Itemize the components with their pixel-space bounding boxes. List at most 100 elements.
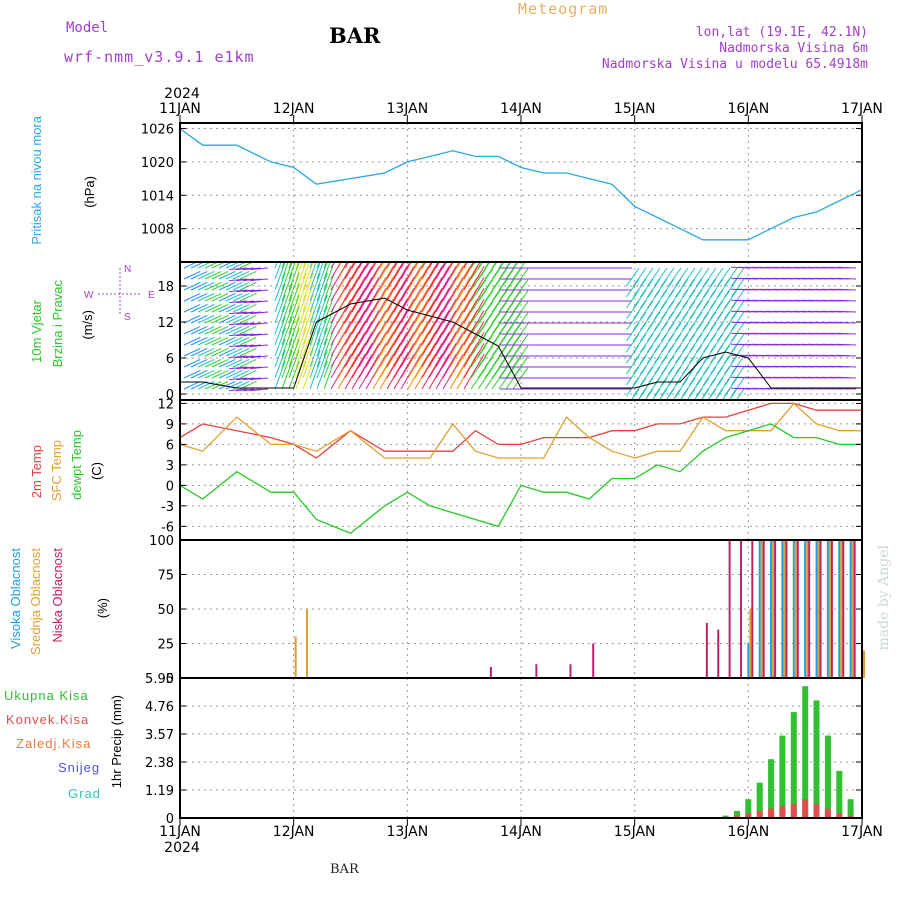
wind-arrow [274,327,286,357]
temp-ylabel-2: SFC Temp [49,440,64,502]
wind-arrow [225,303,243,313]
wind-arrow [716,344,731,364]
wind-arrow [302,262,310,280]
wind-arrow [421,262,433,280]
wind-arrow [428,343,450,379]
wind-arrow [681,377,696,397]
y-tick-label: 12 [157,316,174,331]
wind-arrow [323,262,335,291]
wind-arrow [323,360,335,390]
wind-arrow [421,310,443,346]
wind-arrow [653,333,668,353]
wind-arrow [393,266,415,302]
wind-arrow [239,347,257,357]
precip-bar [847,815,854,818]
wind-arrow [183,336,201,346]
wind-arrow [232,281,250,291]
wind-arrow [463,277,485,313]
wind-arrow [435,277,457,313]
wind-arrow [309,272,321,302]
wind-arrow [484,356,501,379]
wind-arrow [653,322,668,342]
wind-arrow [625,311,640,331]
wind-arrow [639,333,654,353]
y-tick-label: 1026 [141,123,174,138]
wind-arrow [688,289,703,309]
wind-arrow [414,321,436,357]
panel-frame [179,399,863,541]
wind-arrow [323,316,335,346]
legend-total-rain: Ukupna Kisa [4,688,89,703]
wind-arrow [225,347,243,357]
wind-arrow [295,338,307,368]
wind-arrow [250,289,269,293]
wind-arrow [379,262,391,280]
wind-arrow [309,283,321,313]
wind-arrow [695,377,710,397]
wind-arrow [190,314,208,324]
wind-arrow [456,354,478,390]
wind-arrow [716,333,731,353]
wind-arrow [428,299,450,335]
wind-arrow [372,262,390,291]
wind-arrow [435,343,457,379]
wind-arrow [688,344,703,364]
wind-arrow [295,349,307,379]
wind-arrow [681,355,696,375]
wind-arrow [236,377,255,381]
wind-arrow [229,377,248,381]
wind-arrow [470,262,484,280]
wind-arrow [330,262,348,291]
wind-arrow [625,344,640,364]
y-tick-label: 6 [166,352,174,367]
wind-arrow [693,388,703,400]
wind-arrow [183,314,201,324]
wind-arrow [491,279,508,302]
wind-arrow [681,289,696,309]
wind-arrow [716,289,731,309]
wind-arrow [337,321,359,357]
wind-arrow [428,277,450,313]
wind-arrow [730,366,745,386]
wind-arrow [484,279,501,302]
wind-arrow [211,262,227,269]
wind-arrow [323,338,335,368]
y-tick-label: 0 [166,672,174,687]
wind-arrow [716,300,731,320]
wind-arrow [709,289,724,309]
wind-arrow [632,366,647,386]
y-tick-label: -3 [161,500,174,515]
wind-arrow [442,321,464,357]
wind-arrow [835,343,857,346]
wind-compass-icon [98,268,142,316]
wind-arrow [295,316,307,346]
wind-arrow [456,343,478,379]
precip-bar [768,808,775,818]
wind-arrow [302,294,314,324]
wind-arrow [218,314,236,324]
precip-bar [734,815,740,818]
wind-arrow [250,344,269,348]
wind-unit: (m/s) [80,310,95,340]
wind-arrow [407,354,429,390]
precip-bar [836,770,843,818]
wind-arrow [323,272,335,302]
wind-arrow [351,354,373,390]
wind-arrow [707,388,717,400]
wind-arrow [190,347,208,357]
wind-arrow [393,321,415,357]
wind-arrow [243,311,262,315]
wind-arrow [730,344,745,364]
wind-arrow [365,266,387,302]
wind-arrow [386,354,408,390]
wind-arrow [204,314,222,324]
temp-line-1 [179,402,862,459]
wind-arrow [695,322,710,342]
wind-arrow [323,327,335,357]
wind-arrow [491,290,508,313]
wind-arrow [183,380,201,390]
wind-arrow [204,358,222,368]
wind-arrow [225,262,241,269]
y-tick-label: 12 [157,397,174,412]
wind-arrow [470,323,487,346]
